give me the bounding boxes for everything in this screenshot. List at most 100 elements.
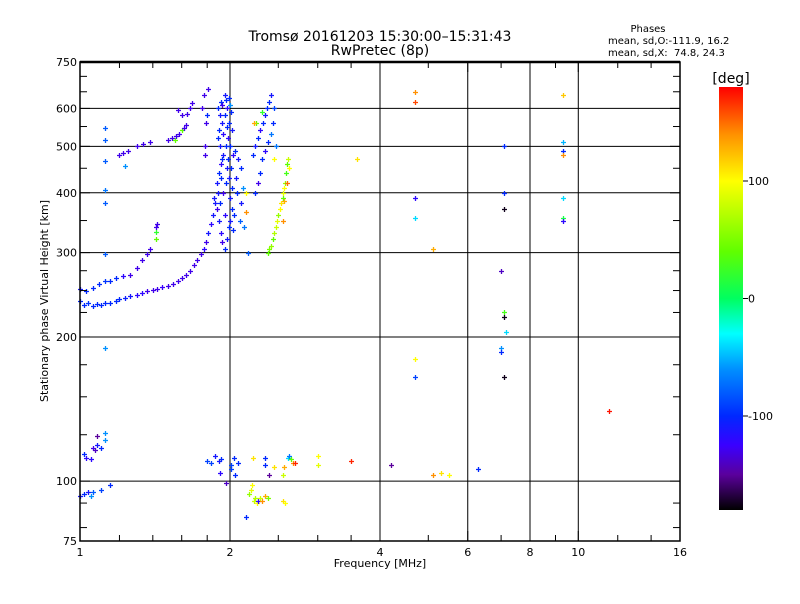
data-point — [260, 157, 265, 162]
data-point — [128, 294, 133, 299]
data-point — [413, 375, 418, 380]
data-points — [78, 87, 612, 520]
data-point — [215, 207, 220, 212]
data-point — [108, 279, 113, 284]
data-point — [203, 153, 208, 158]
data-point — [293, 461, 298, 466]
chart-title: Tromsø 20161203 15:30:00–15:31:43 — [248, 29, 512, 45]
data-point — [281, 219, 286, 224]
data-point — [227, 225, 232, 230]
data-point — [103, 138, 108, 143]
data-point — [209, 461, 214, 466]
data-point — [260, 499, 265, 504]
data-point — [84, 456, 89, 461]
data-point — [236, 461, 241, 466]
data-point — [316, 454, 321, 459]
data-point — [355, 157, 360, 162]
data-point — [499, 350, 504, 355]
data-point — [145, 289, 150, 294]
data-point — [206, 87, 211, 92]
data-point — [228, 103, 233, 108]
data-point — [206, 231, 211, 236]
data-point — [439, 471, 444, 476]
data-point — [413, 90, 418, 95]
data-point — [271, 121, 276, 126]
stats-title: Phases — [630, 24, 665, 35]
data-point — [232, 213, 237, 218]
y-tick-label: 200 — [56, 331, 77, 344]
data-point — [218, 113, 223, 118]
data-point — [225, 125, 230, 130]
data-point — [225, 237, 230, 242]
data-point — [289, 457, 294, 462]
data-point — [242, 225, 247, 230]
data-point — [228, 196, 233, 201]
grid-lines — [80, 62, 680, 541]
data-point — [269, 244, 274, 249]
data-point — [177, 132, 182, 137]
data-point — [117, 297, 122, 302]
data-point — [502, 191, 507, 196]
data-point — [97, 282, 102, 287]
data-point — [151, 288, 156, 293]
data-point — [209, 222, 214, 227]
data-point — [250, 483, 255, 488]
data-point — [91, 304, 96, 309]
y-tick-label: 300 — [56, 247, 77, 260]
data-point — [413, 357, 418, 362]
data-point — [219, 100, 224, 105]
data-point — [223, 247, 228, 252]
data-point — [244, 210, 249, 215]
data-point — [447, 473, 452, 478]
data-point — [121, 274, 126, 279]
data-point — [263, 494, 268, 499]
data-point — [224, 98, 229, 103]
data-point — [249, 488, 254, 493]
x-axis-label: Frequency [MHz] — [334, 557, 426, 570]
data-point — [223, 213, 228, 218]
stats-x: mean, sd,X: 74.8, 24.3 — [608, 48, 725, 59]
data-point — [217, 219, 222, 224]
data-point — [502, 375, 507, 380]
data-point — [281, 196, 286, 201]
data-point — [266, 496, 271, 501]
data-point — [176, 279, 181, 284]
data-point — [199, 252, 204, 257]
data-point — [266, 251, 271, 256]
colorbar: [deg] 100 0 -100 — [712, 71, 773, 510]
data-point — [148, 247, 153, 252]
data-point — [231, 228, 236, 233]
data-point — [182, 126, 187, 131]
data-point — [103, 201, 108, 206]
colorbar-label: [deg] — [712, 71, 749, 87]
data-point — [246, 251, 251, 256]
data-point — [225, 166, 230, 171]
data-point — [282, 199, 287, 204]
data-point — [279, 201, 284, 206]
data-point — [235, 191, 240, 196]
data-point — [287, 166, 292, 171]
data-point — [217, 128, 222, 133]
data-point — [561, 196, 566, 201]
data-point — [91, 490, 96, 495]
data-point — [103, 252, 108, 257]
data-point — [224, 481, 229, 486]
data-point — [258, 171, 263, 176]
data-point — [188, 106, 193, 111]
data-point — [211, 213, 216, 218]
data-point — [203, 144, 208, 149]
data-point — [135, 293, 140, 298]
data-point — [275, 219, 280, 224]
data-point — [234, 176, 239, 181]
data-point — [266, 140, 271, 145]
data-point — [261, 121, 266, 126]
data-point — [180, 113, 185, 118]
data-point — [267, 473, 272, 478]
data-point — [272, 106, 277, 111]
data-point — [216, 191, 221, 196]
data-point — [476, 467, 481, 472]
data-point — [217, 171, 222, 176]
y-axis-label: Stationary phase Virtual Height [km] — [38, 200, 51, 402]
data-point — [281, 191, 286, 196]
axes: 1 2 4 6 8 10 16 75 100 200 300 400 500 600 750 — [56, 56, 687, 559]
